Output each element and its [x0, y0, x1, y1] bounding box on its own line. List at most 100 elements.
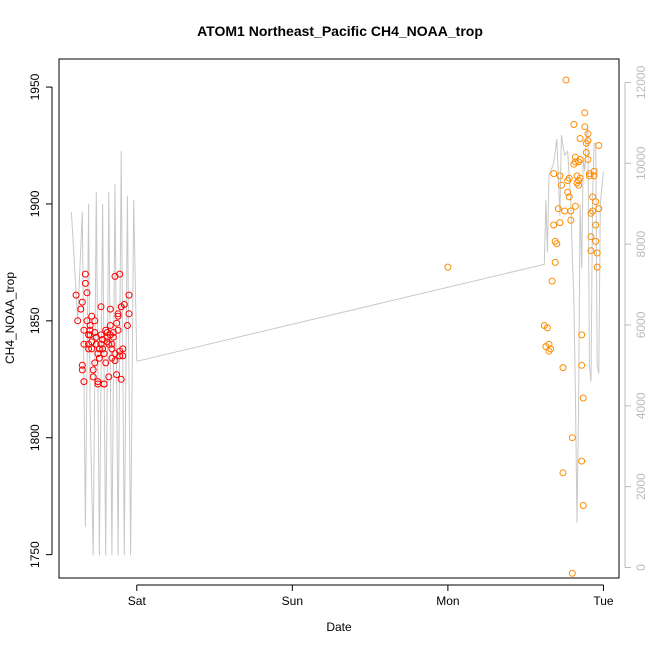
- y-right-tick-label: 4000: [634, 392, 648, 419]
- data-point: [559, 364, 567, 372]
- data-point: [592, 237, 600, 245]
- data-point: [561, 207, 569, 215]
- data-point: [593, 263, 601, 271]
- data-point: [576, 135, 584, 142]
- data-point: [576, 174, 584, 182]
- data-point: [74, 317, 82, 325]
- data-point: [550, 221, 558, 229]
- data-point: [119, 352, 127, 360]
- data-point: [100, 380, 108, 388]
- x-axis: Sat Sun Mon Tue: [128, 584, 614, 608]
- y-right-tick-label: 12000: [634, 65, 648, 99]
- data-point: [578, 331, 586, 339]
- data-point: [97, 340, 105, 348]
- data-point: [109, 333, 117, 341]
- y-axis-label: CH4_NOAA_trop: [3, 272, 17, 364]
- data-point: [545, 340, 553, 348]
- data-point: [102, 359, 110, 367]
- data-point: [576, 156, 584, 163]
- data-point: [590, 167, 598, 175]
- data-point: [556, 172, 564, 180]
- data-point: [116, 270, 124, 278]
- data-point: [587, 247, 595, 255]
- y-right-tick-label: 8000: [634, 230, 648, 257]
- chart-title: ATOM1 Northeast_Pacific CH4_NOAA_trop: [197, 23, 483, 39]
- data-point: [106, 305, 114, 313]
- data-point: [570, 121, 578, 128]
- data-point: [579, 394, 587, 402]
- data-point: [565, 174, 573, 182]
- data-point: [543, 324, 551, 332]
- y-tick-label: 1750: [28, 541, 42, 568]
- y-axis: 1750 1800 1850 1900 1950: [28, 73, 53, 568]
- data-point: [568, 434, 576, 442]
- data-point: [550, 170, 558, 178]
- altitude-line-layer: [70, 126, 604, 556]
- data-point: [585, 172, 593, 180]
- data-point: [100, 350, 108, 358]
- data-point: [95, 345, 103, 353]
- data-point: [557, 181, 565, 189]
- data-point: [88, 345, 96, 353]
- y-tick-label: 1950: [28, 73, 42, 100]
- data-point: [581, 123, 589, 131]
- data-points-layer: [72, 76, 603, 577]
- y-axis-right: 0 2000 4000 6000 8000 10000 12000: [624, 65, 648, 571]
- x-tick-label: Mon: [436, 594, 459, 608]
- data-point: [99, 345, 107, 353]
- data-point: [595, 142, 603, 149]
- data-point: [83, 289, 91, 297]
- data-point: [89, 366, 97, 374]
- data-point: [91, 317, 99, 325]
- data-point: [584, 137, 592, 145]
- data-point: [113, 319, 121, 327]
- data-point: [97, 331, 105, 339]
- y-tick-label: 1800: [28, 424, 42, 451]
- data-point: [120, 301, 128, 308]
- data-point: [589, 207, 597, 215]
- y-right-tick-label: 10000: [634, 146, 648, 180]
- plot-border: [58, 58, 620, 579]
- data-point: [91, 359, 99, 367]
- y-tick-label: 1900: [28, 190, 42, 217]
- data-point: [593, 249, 601, 257]
- x-tick-label: Sat: [128, 594, 147, 608]
- data-point: [80, 340, 88, 348]
- data-point: [89, 373, 97, 381]
- x-tick-label: Sun: [282, 594, 303, 608]
- data-point: [86, 322, 94, 329]
- data-point: [548, 277, 556, 285]
- data-point: [567, 207, 575, 215]
- data-point: [91, 329, 99, 336]
- data-point: [562, 76, 570, 84]
- data-point: [78, 361, 86, 369]
- data-point: [94, 378, 102, 386]
- data-point: [78, 298, 86, 306]
- data-point: [117, 375, 125, 383]
- data-point: [590, 172, 598, 180]
- data-point: [111, 357, 119, 365]
- data-point: [568, 569, 576, 577]
- data-point: [119, 345, 127, 353]
- data-point: [114, 310, 122, 318]
- data-point: [592, 221, 600, 229]
- data-point: [123, 322, 131, 329]
- data-point: [582, 149, 590, 156]
- data-point: [125, 291, 133, 299]
- data-point: [551, 258, 559, 266]
- data-point: [114, 326, 122, 334]
- data-point: [578, 457, 586, 465]
- data-point: [97, 303, 105, 311]
- data-point: [78, 366, 86, 374]
- data-point: [92, 340, 100, 348]
- data-point: [567, 216, 575, 224]
- data-point: [553, 240, 561, 248]
- data-point: [108, 345, 116, 353]
- y-tick-label: 1850: [28, 307, 42, 334]
- data-point: [554, 205, 562, 213]
- data-point: [108, 340, 116, 348]
- data-point: [587, 233, 595, 241]
- data-point: [105, 340, 113, 348]
- y-right-tick-label: 6000: [634, 311, 648, 338]
